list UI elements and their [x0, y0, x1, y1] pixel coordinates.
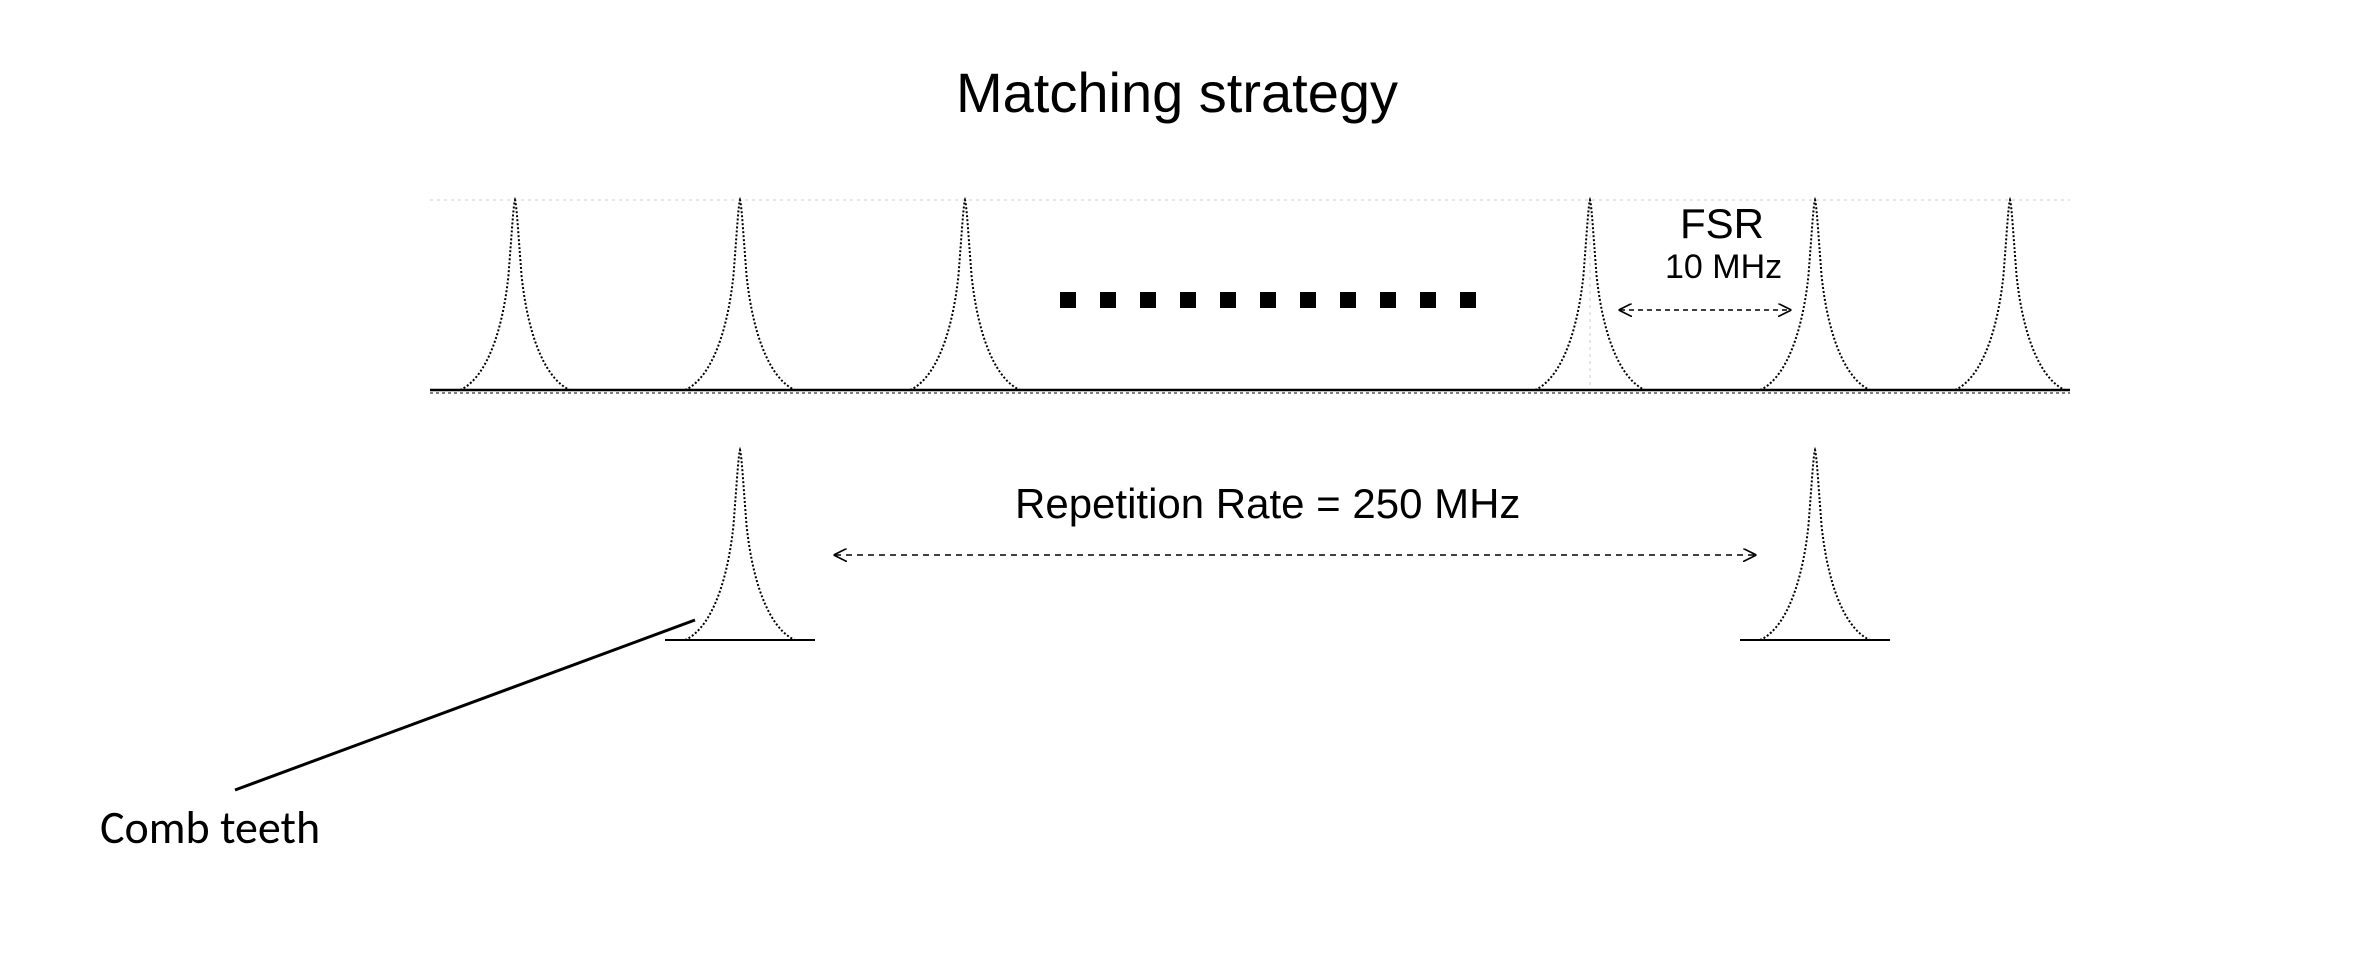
- comb-teeth-label: Comb teeth: [100, 800, 320, 856]
- page-title: Matching strategy: [956, 60, 1398, 125]
- fsr-label: FSR: [1680, 200, 1764, 248]
- fsr-value: 10 MHz: [1665, 248, 1782, 287]
- repetition-rate-label: Repetition Rate = 250 MHz: [1015, 480, 1520, 528]
